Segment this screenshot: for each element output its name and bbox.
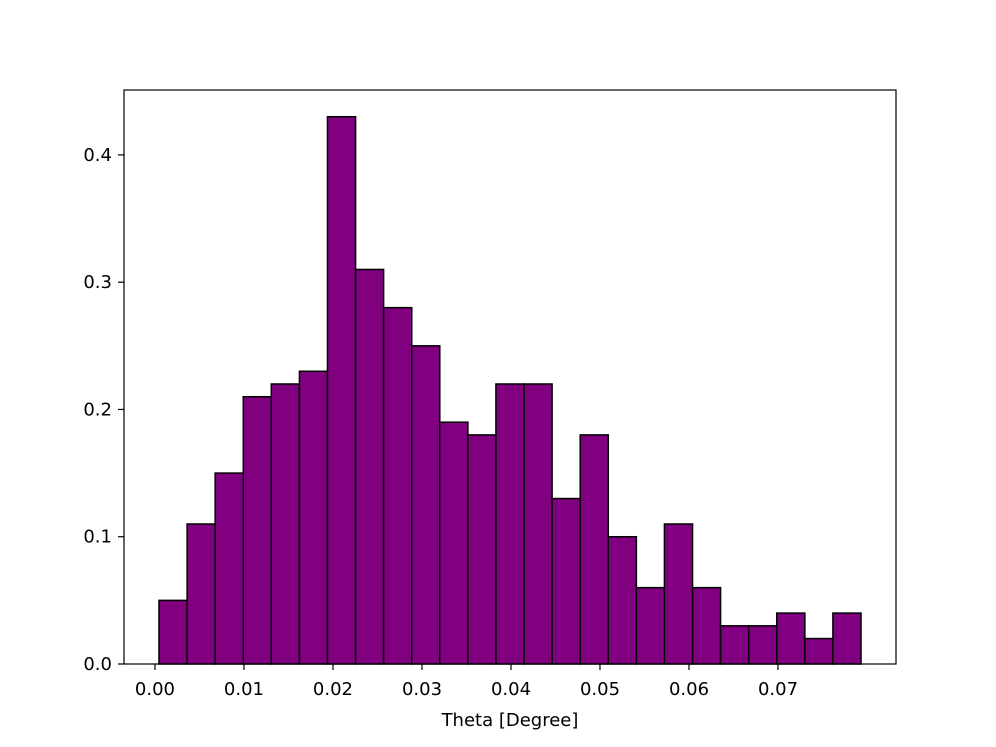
x-tick-label: 0.06 <box>669 679 709 700</box>
x-tick-label: 0.01 <box>224 679 264 700</box>
bar <box>467 434 497 665</box>
y-tick-label: 0.1 <box>83 527 112 548</box>
bar <box>354 268 385 665</box>
y-tick-label: 0.0 <box>83 654 112 675</box>
bar <box>691 586 722 665</box>
y-tick-label: 0.3 <box>83 272 112 293</box>
y-tick-label: 0.4 <box>83 145 112 166</box>
bar <box>551 497 581 665</box>
x-tick-label: 0.07 <box>758 679 798 700</box>
bar <box>523 383 553 665</box>
y-tick-label: 0.2 <box>83 399 112 420</box>
bar <box>382 306 413 665</box>
bar <box>775 612 806 665</box>
x-tick-label: 0.04 <box>491 679 531 700</box>
bar <box>242 395 273 665</box>
bar <box>635 586 666 665</box>
bar <box>719 625 750 665</box>
x-axis-label: Theta [Degree] <box>441 710 579 731</box>
x-tick-label: 0.05 <box>580 679 620 700</box>
x-tick-label: 0.03 <box>402 679 442 700</box>
bar <box>804 637 834 665</box>
bar <box>747 625 778 665</box>
bar <box>326 115 357 665</box>
x-tick-label: 0.00 <box>135 679 175 700</box>
bar <box>298 370 329 665</box>
bar <box>410 345 441 665</box>
bar <box>158 599 188 665</box>
bar <box>832 612 862 665</box>
bar <box>663 523 694 665</box>
bar <box>607 535 638 665</box>
plot-frame <box>123 89 897 665</box>
bar <box>579 434 610 665</box>
x-tick-label: 0.02 <box>313 679 353 700</box>
bar <box>439 421 469 665</box>
bar <box>186 523 216 665</box>
bar <box>495 383 525 665</box>
bar <box>270 383 301 665</box>
bar <box>214 472 245 665</box>
